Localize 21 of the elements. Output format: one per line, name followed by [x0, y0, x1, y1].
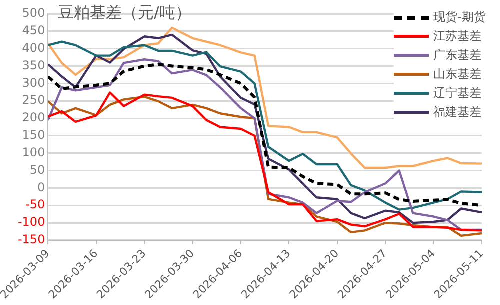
y-tick-label: 500: [22, 6, 46, 20]
y-tick-label: -50: [26, 198, 46, 212]
legend-label: 辽宁基差: [434, 85, 482, 102]
y-tick-label: 300: [22, 76, 46, 90]
y-tick-label: 200: [22, 110, 46, 125]
legend-label: 江苏基差: [434, 28, 482, 45]
legend-label: 山东基差: [434, 66, 482, 83]
y-tick-label: 50: [30, 162, 46, 177]
y-tick-label: 350: [22, 58, 46, 72]
legend-label: 现货-期货: [434, 9, 486, 26]
legend-label: 福建基差: [434, 104, 482, 121]
y-tick-label: 250: [22, 93, 46, 108]
legend-label: 广东基差: [434, 47, 482, 64]
y-tick-label: -150: [18, 232, 46, 247]
y-tick-label: 400: [22, 40, 46, 55]
y-tick-label: -100: [18, 215, 46, 230]
y-tick-label: 150: [22, 128, 46, 142]
y-tick-label: 450: [22, 24, 46, 38]
chart-title: 豆粕基差（元/吨）: [57, 3, 192, 22]
y-tick-label: 100: [22, 145, 46, 160]
y-tick-label: 0: [38, 180, 46, 194]
